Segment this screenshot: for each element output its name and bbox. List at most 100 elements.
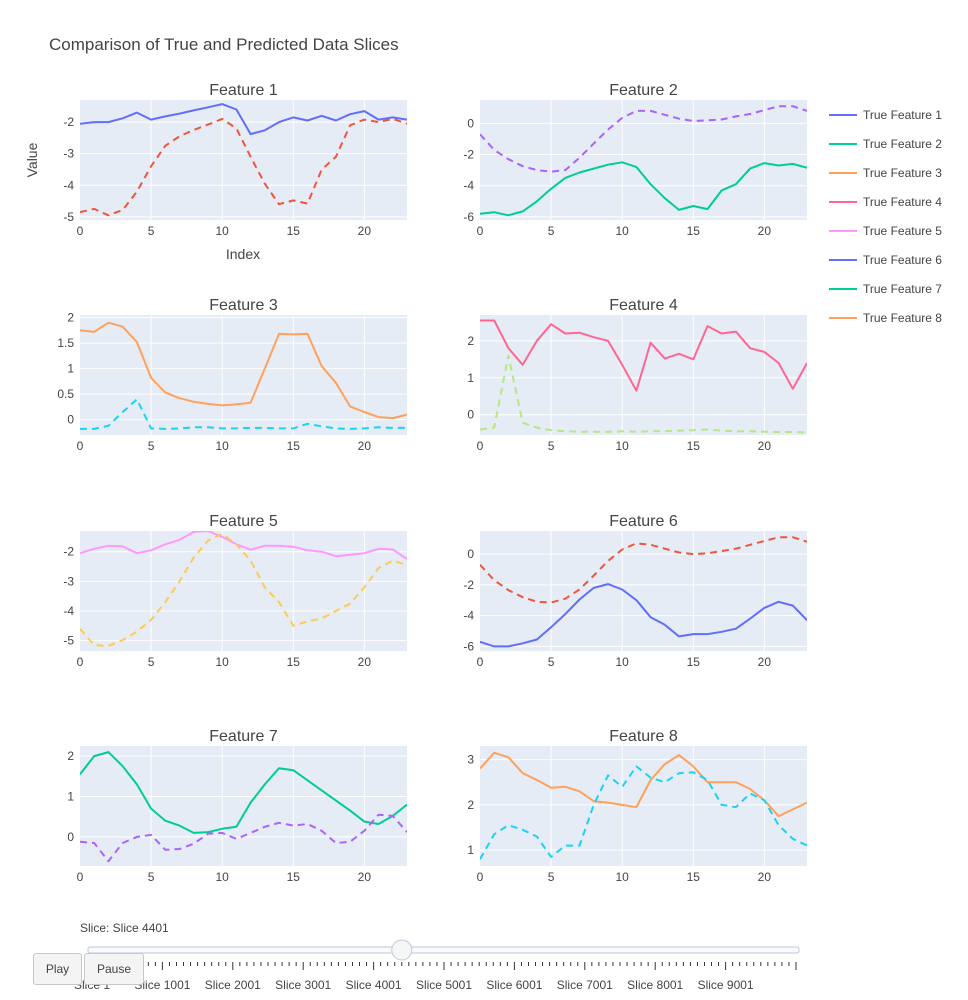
x-tick-label: 10	[615, 655, 629, 669]
y-tick-label: -4	[63, 178, 74, 192]
y-tick-label: -2	[63, 115, 74, 129]
x-tick-label: 15	[287, 224, 301, 238]
slider-tick-label: Slice 6001	[486, 978, 542, 992]
slider-rail[interactable]	[87, 946, 800, 954]
y-tick-label: -4	[63, 604, 74, 618]
legend-label: True Feature 5	[863, 224, 942, 238]
x-tick-label: 0	[77, 224, 84, 238]
legend-label: True Feature 4	[863, 195, 942, 209]
y-tick-label: 2	[467, 334, 474, 348]
true-series-line-feature-8	[480, 751, 807, 818]
legend-item[interactable]: True Feature 2	[829, 137, 942, 151]
subplot-feature-2: 0 5 10 15 20 0 -2 -4 -6 Feature 2	[463, 82, 807, 238]
slider-tick-labels: Slice 1 Slice 1001 Slice 2001 Slice 3001 Sli…	[74, 978, 754, 992]
x-tick-label: 20	[358, 439, 372, 453]
subplot-title: Feature 3	[209, 297, 278, 314]
x-tick-label: 5	[548, 655, 555, 669]
subplot-feature-3: 0 5 10 15 20 0 0.5 1 1.5 2 Feature 3	[57, 297, 407, 453]
x-tick-label: 5	[148, 224, 155, 238]
slider-tick-label: Slice 8001	[627, 978, 683, 992]
legend-item[interactable]: True Feature 7	[829, 282, 942, 296]
predicted-series-line-feature-5	[80, 533, 407, 647]
legend: True Feature 1 True Feature 2 True Feature…	[829, 108, 942, 325]
plot-area	[80, 746, 407, 866]
x-tick-label: 5	[148, 655, 155, 669]
plot-area	[480, 315, 807, 435]
x-tick-label: 15	[287, 870, 301, 884]
slider-ticks	[91, 962, 797, 970]
subplot-title: Feature 5	[209, 513, 278, 530]
legend-label: True Feature 2	[863, 137, 942, 151]
legend-label: True Feature 7	[863, 282, 942, 296]
play-button[interactable]: Play	[33, 953, 82, 985]
y-axis-title: Value	[24, 142, 40, 177]
plot-area	[480, 746, 807, 866]
y-tick-label: 0	[467, 547, 474, 561]
slider-current-label: Slice: Slice 4401	[80, 921, 169, 935]
slider[interactable]: Slice: Slice 4401 Slice 1 Slice 1001 Slice…	[74, 921, 800, 992]
x-tick-label: 5	[548, 224, 555, 238]
y-tick-label: 1	[67, 362, 74, 376]
plot-area	[480, 531, 807, 651]
x-tick-label: 5	[148, 870, 155, 884]
slider-tick-label: Slice 4001	[346, 978, 402, 992]
legend-item[interactable]: True Feature 5	[829, 224, 942, 238]
subplot-title: Feature 1	[209, 82, 278, 99]
x-tick-label: 20	[358, 655, 372, 669]
subplot-feature-7: 0 5 10 15 20 0 1 2 Feature 7	[67, 728, 407, 884]
subplot-title: Feature 7	[209, 728, 278, 745]
y-tick-label: 1	[67, 790, 74, 804]
y-tick-label: -2	[463, 148, 474, 162]
slider-tick-label: Slice 2001	[205, 978, 261, 992]
legend-item[interactable]: True Feature 3	[829, 166, 942, 180]
subplot-title: Feature 8	[609, 728, 678, 745]
subplot-feature-8: 0 5 10 15 20 1 2 3 Feature 8	[467, 728, 807, 884]
plot-area	[480, 100, 807, 220]
subplot-title: Feature 6	[609, 513, 678, 530]
x-tick-label: 10	[615, 439, 629, 453]
x-tick-label: 15	[687, 439, 701, 453]
predicted-series-line-feature-4	[480, 354, 807, 434]
y-tick-label: 3	[467, 753, 474, 767]
pause-button[interactable]: Pause	[84, 953, 144, 985]
y-tick-label: -4	[463, 179, 474, 193]
x-tick-label: 20	[358, 870, 372, 884]
true-series-line-feature-3	[80, 321, 407, 420]
x-tick-label: 20	[758, 655, 772, 669]
subplot-title: Feature 2	[609, 82, 678, 99]
y-tick-label: -5	[63, 210, 74, 224]
y-tick-label: 2	[67, 749, 74, 763]
legend-item[interactable]: True Feature 4	[829, 195, 942, 209]
legend-item[interactable]: True Feature 8	[829, 311, 942, 325]
slider-tick-label: Slice 3001	[275, 978, 331, 992]
legend-label: True Feature 6	[863, 253, 942, 267]
slider-tick-label: Slice 7001	[557, 978, 613, 992]
x-tick-label: 0	[77, 439, 84, 453]
legend-item[interactable]: True Feature 6	[829, 253, 942, 267]
x-tick-label: 15	[687, 870, 701, 884]
predicted-series-line-feature-8	[480, 765, 807, 860]
y-tick-label: 0	[67, 830, 74, 844]
y-tick-label: 1	[467, 843, 474, 857]
true-series-line-feature-6	[480, 583, 807, 648]
figure-title: Comparison of True and Predicted Data Sl…	[49, 35, 399, 54]
slider-handle[interactable]	[391, 939, 413, 961]
x-tick-label: 10	[215, 870, 229, 884]
plot-area	[80, 100, 407, 220]
x-tick-label: 20	[358, 224, 372, 238]
legend-label: True Feature 3	[863, 166, 942, 180]
y-tick-label: -6	[463, 210, 474, 224]
y-tick-label: -5	[63, 634, 74, 648]
plot-area	[80, 315, 407, 435]
x-tick-label: 10	[215, 439, 229, 453]
predicted-series-line-feature-7	[80, 813, 407, 863]
x-tick-label: 15	[687, 655, 701, 669]
legend-item[interactable]: True Feature 1	[829, 108, 942, 122]
y-tick-label: 0.5	[57, 387, 74, 401]
x-tick-label: 5	[148, 439, 155, 453]
true-series-line-feature-7	[80, 751, 407, 834]
true-series-line-feature-4	[480, 319, 807, 392]
x-tick-label: 10	[215, 224, 229, 238]
predicted-series-line-feature-3	[80, 398, 407, 430]
